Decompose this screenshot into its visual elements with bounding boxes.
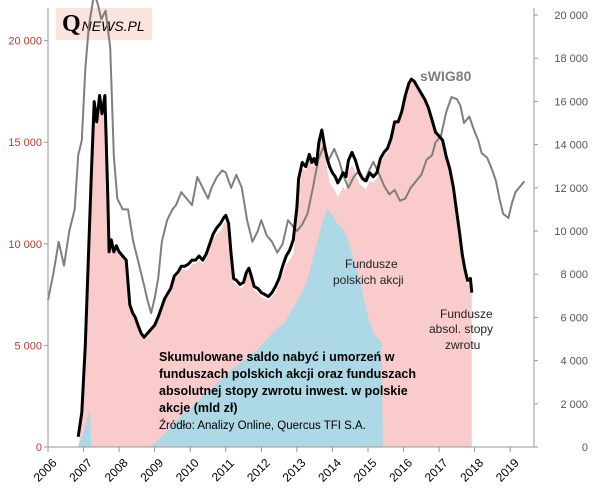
x-tick-label: 2013 (280, 456, 309, 485)
x-tick-label: 2019 (493, 456, 522, 485)
description-line2: funduszach polskich akcji oraz funduszac… (159, 367, 416, 381)
source-note: Źródło: Analizy Online, Quercus TFI S.A. (159, 419, 366, 432)
right-tick-label: 2 000 (560, 399, 588, 411)
right-tick-label: 8 000 (560, 269, 588, 281)
x-tick-label: 2008 (102, 456, 131, 485)
right-tick-label: 20 000 (554, 10, 588, 22)
x-tick-label: 2018 (457, 456, 486, 485)
x-tick-label: 2012 (244, 456, 273, 485)
right-tick-label: 4 000 (560, 356, 588, 368)
right-tick-label: 6 000 (560, 312, 588, 324)
x-tick-label: 2016 (386, 456, 415, 485)
x-tick-label: 2010 (173, 456, 202, 485)
absolute-return-label-line2: absol. stopy (429, 322, 493, 336)
left-tick-label: 15 000 (8, 137, 42, 149)
left-tick-label: 5 000 (14, 340, 42, 352)
x-tick-label: 2006 (31, 456, 60, 485)
swig80-line (47, 0, 526, 315)
right-tick-label: 14 000 (554, 140, 588, 152)
right-tick-label: 10 000 (554, 226, 588, 238)
description-line1: Skumulowane saldo nabyć i umorzeń w (159, 350, 395, 364)
x-tick-label: 2014 (315, 456, 344, 485)
x-tick-label: 2007 (66, 456, 95, 485)
description-line4: akcje (mld zł) (159, 401, 238, 415)
left-tick-label: 20 000 (8, 36, 42, 48)
right-tick-label: 16 000 (554, 96, 588, 108)
left-tick-label: 10 000 (8, 239, 42, 251)
polish-equity-label-line1: Fundusze (345, 257, 398, 271)
right-tick-label: 18 000 (554, 53, 588, 65)
absolute-return-label-line1: Fundusze (440, 307, 493, 321)
swig80-label: sWIG80 (420, 68, 472, 84)
logo-initial: Q (62, 11, 81, 37)
absolute-return-area (78, 209, 383, 447)
left-tick-label: 0 (36, 442, 42, 454)
line-layer (47, 0, 526, 438)
x-tick-label: 2011 (209, 456, 237, 484)
right-tick-label: 12 000 (554, 183, 588, 195)
x-tick-label: 2015 (351, 456, 380, 485)
logo-text: NEWS.PL (81, 18, 145, 34)
right-tick-label: 0 (582, 442, 588, 454)
x-tick-label: 2017 (422, 456, 451, 485)
area-layer (78, 81, 472, 448)
absolute-return-label-line3: zwrotu (445, 338, 480, 352)
description-line3: absolutnej stopy zwrotu inwest. w polski… (159, 384, 408, 398)
x-tick-label: 2009 (137, 456, 166, 485)
saldo-line (76, 77, 474, 438)
polish-equity-label-line2: polskich akcji (333, 273, 404, 287)
